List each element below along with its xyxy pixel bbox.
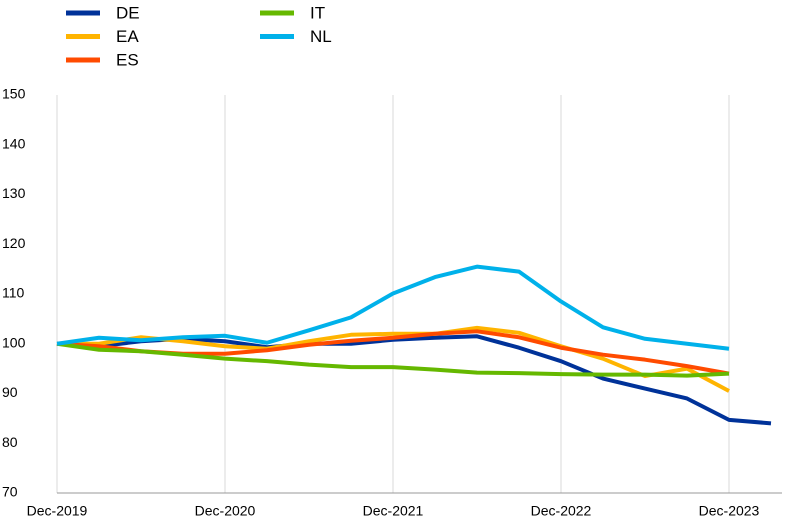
x-tick-label: Dec-2020 [195, 503, 256, 519]
x-tick-label: Dec-2023 [699, 503, 760, 519]
y-tick-label: 90 [2, 384, 18, 400]
line-series [56, 334, 772, 426]
legend-label: NL [310, 27, 332, 46]
x-tick-label: Dec-2019 [27, 503, 88, 519]
line-series [56, 341, 730, 378]
y-tick-label: 80 [2, 434, 18, 450]
x-tick-label: Dec-2022 [531, 503, 592, 519]
y-tick-label: 70 [2, 484, 18, 500]
legend-label: ES [116, 50, 139, 69]
y-tick-label: 100 [2, 334, 26, 350]
legend-label: EA [116, 27, 139, 46]
y-tick-label: 110 [2, 285, 25, 301]
y-tick-label: 120 [2, 235, 26, 251]
line-series [56, 264, 730, 351]
y-tick-label: 130 [2, 185, 26, 201]
y-tick-label: 150 [2, 86, 26, 102]
legend-label: DE [116, 3, 140, 22]
y-tick-label: 140 [2, 135, 26, 151]
x-tick-label: Dec-2021 [363, 503, 424, 519]
legend-label: IT [310, 3, 325, 22]
